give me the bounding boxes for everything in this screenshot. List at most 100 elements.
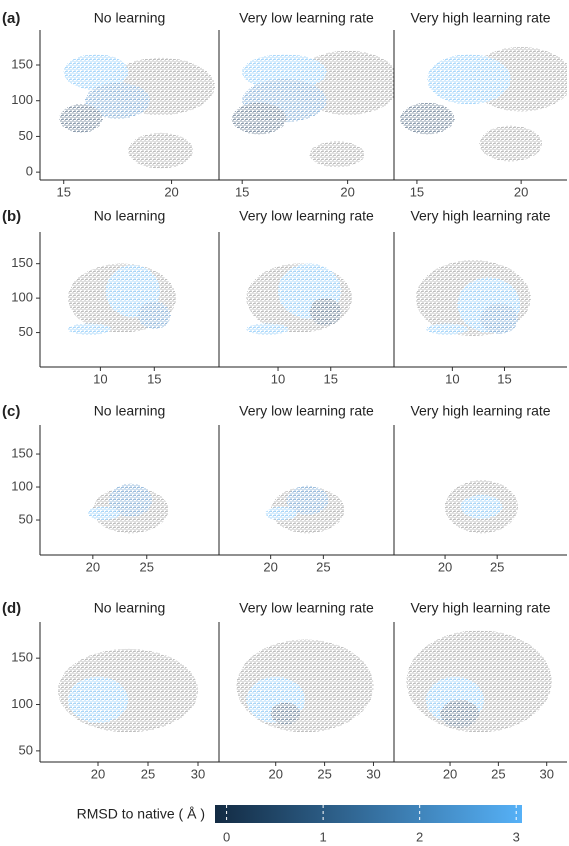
row-label: (b) [2, 208, 21, 225]
y-tick-label: 150 [11, 445, 33, 460]
colorbar-tick-label: 3 [513, 829, 520, 844]
y-tick-label: 150 [11, 56, 33, 71]
x-tick-label: 25 [317, 766, 331, 781]
row-label: (c) [2, 403, 20, 420]
point-cloud [68, 323, 112, 335]
panel-points [415, 260, 531, 337]
x-tick-label: 15 [147, 371, 161, 386]
panel-points [246, 263, 352, 335]
point-cloud [426, 323, 468, 335]
panel-title: No learning [94, 600, 166, 616]
y-tick-label: 150 [11, 650, 33, 665]
panel-points [59, 54, 215, 169]
x-tick-label: 25 [140, 559, 154, 574]
point-cloud [440, 699, 480, 728]
x-tick-label: 25 [141, 766, 155, 781]
x-tick-label: 25 [316, 559, 330, 574]
x-tick-label: 20 [514, 184, 528, 199]
x-tick-label: 10 [271, 371, 285, 386]
point-cloud [138, 301, 171, 330]
point-cloud [427, 54, 511, 105]
x-tick-label: 30 [191, 766, 205, 781]
panel-points [406, 630, 552, 733]
point-cloud [68, 676, 128, 724]
panel-points [87, 483, 169, 534]
x-tick-label: 20 [263, 559, 277, 574]
x-tick-label: 30 [366, 766, 380, 781]
panel-points [400, 47, 567, 162]
panel-title: No learning [94, 10, 166, 26]
point-cloud [246, 323, 289, 335]
colorbar-tick-label: 1 [320, 829, 327, 844]
colorbar [215, 805, 522, 823]
x-tick-label: 20 [91, 766, 105, 781]
point-cloud [265, 506, 298, 521]
panel-title: Very low learning rate [239, 403, 374, 419]
x-tick-label: 15 [235, 184, 249, 199]
point-cloud [242, 54, 327, 90]
panel-title: Very high learning rate [410, 600, 550, 616]
point-cloud [270, 702, 301, 725]
panel-title: Very low learning rate [239, 208, 374, 224]
x-tick-label: 25 [490, 559, 504, 574]
panel-points [58, 648, 198, 733]
point-cloud [109, 483, 153, 517]
x-tick-label: 20 [86, 559, 100, 574]
panel-title: Very high learning rate [410, 10, 550, 26]
colorbar-tick-label: 2 [416, 829, 423, 844]
x-tick-label: 20 [268, 766, 282, 781]
point-cloud [63, 54, 129, 90]
point-cloud [309, 141, 365, 168]
point-cloud [128, 132, 194, 169]
point-cloud [85, 82, 150, 119]
y-tick-label: 100 [11, 696, 33, 711]
x-tick-label: 30 [539, 766, 553, 781]
y-tick-label: 100 [11, 478, 33, 493]
point-cloud [87, 506, 120, 521]
y-tick-label: 100 [11, 92, 33, 107]
x-tick-label: 15 [497, 371, 511, 386]
x-tick-label: 15 [410, 184, 424, 199]
panel-title: Very high learning rate [410, 403, 550, 419]
x-tick-label: 20 [438, 559, 452, 574]
x-tick-label: 10 [93, 371, 107, 386]
colorbar-title: RMSD to native ( Å ) [77, 806, 205, 822]
y-tick-label: 100 [11, 290, 33, 305]
y-tick-label: 50 [19, 128, 33, 143]
point-cloud [406, 630, 552, 733]
y-tick-label: 50 [19, 742, 33, 757]
panel-points [231, 50, 394, 168]
row-label: (d) [2, 600, 21, 617]
point-cloud [59, 104, 103, 133]
x-tick-label: 25 [491, 766, 505, 781]
panel-points [236, 639, 374, 733]
x-tick-label: 20 [164, 184, 178, 199]
panel-points [68, 263, 176, 335]
x-tick-label: 20 [340, 184, 354, 199]
x-tick-label: 15 [324, 371, 338, 386]
point-cloud [479, 125, 542, 162]
row-label: (a) [2, 10, 20, 27]
colorbar-tick-label: 0 [223, 829, 230, 844]
y-tick-label: 0 [26, 164, 33, 179]
panel-points [265, 485, 345, 534]
panel-title: Very high learning rate [410, 208, 550, 224]
x-tick-label: 10 [445, 371, 459, 386]
panel-title: Very low learning rate [239, 10, 374, 26]
y-tick-label: 50 [19, 511, 33, 526]
point-cloud [309, 298, 342, 326]
x-tick-label: 15 [56, 184, 70, 199]
y-tick-label: 150 [11, 255, 33, 270]
panel-title: Very low learning rate [239, 600, 374, 616]
point-cloud [231, 102, 287, 135]
panel-title: No learning [94, 208, 166, 224]
point-cloud [400, 102, 455, 135]
point-cloud [286, 485, 329, 515]
panel-title: No learning [94, 403, 166, 419]
x-tick-label: 20 [443, 766, 457, 781]
y-tick-label: 50 [19, 324, 33, 339]
point-cloud [480, 303, 519, 334]
point-cloud [460, 494, 503, 519]
panel-points [445, 480, 519, 534]
